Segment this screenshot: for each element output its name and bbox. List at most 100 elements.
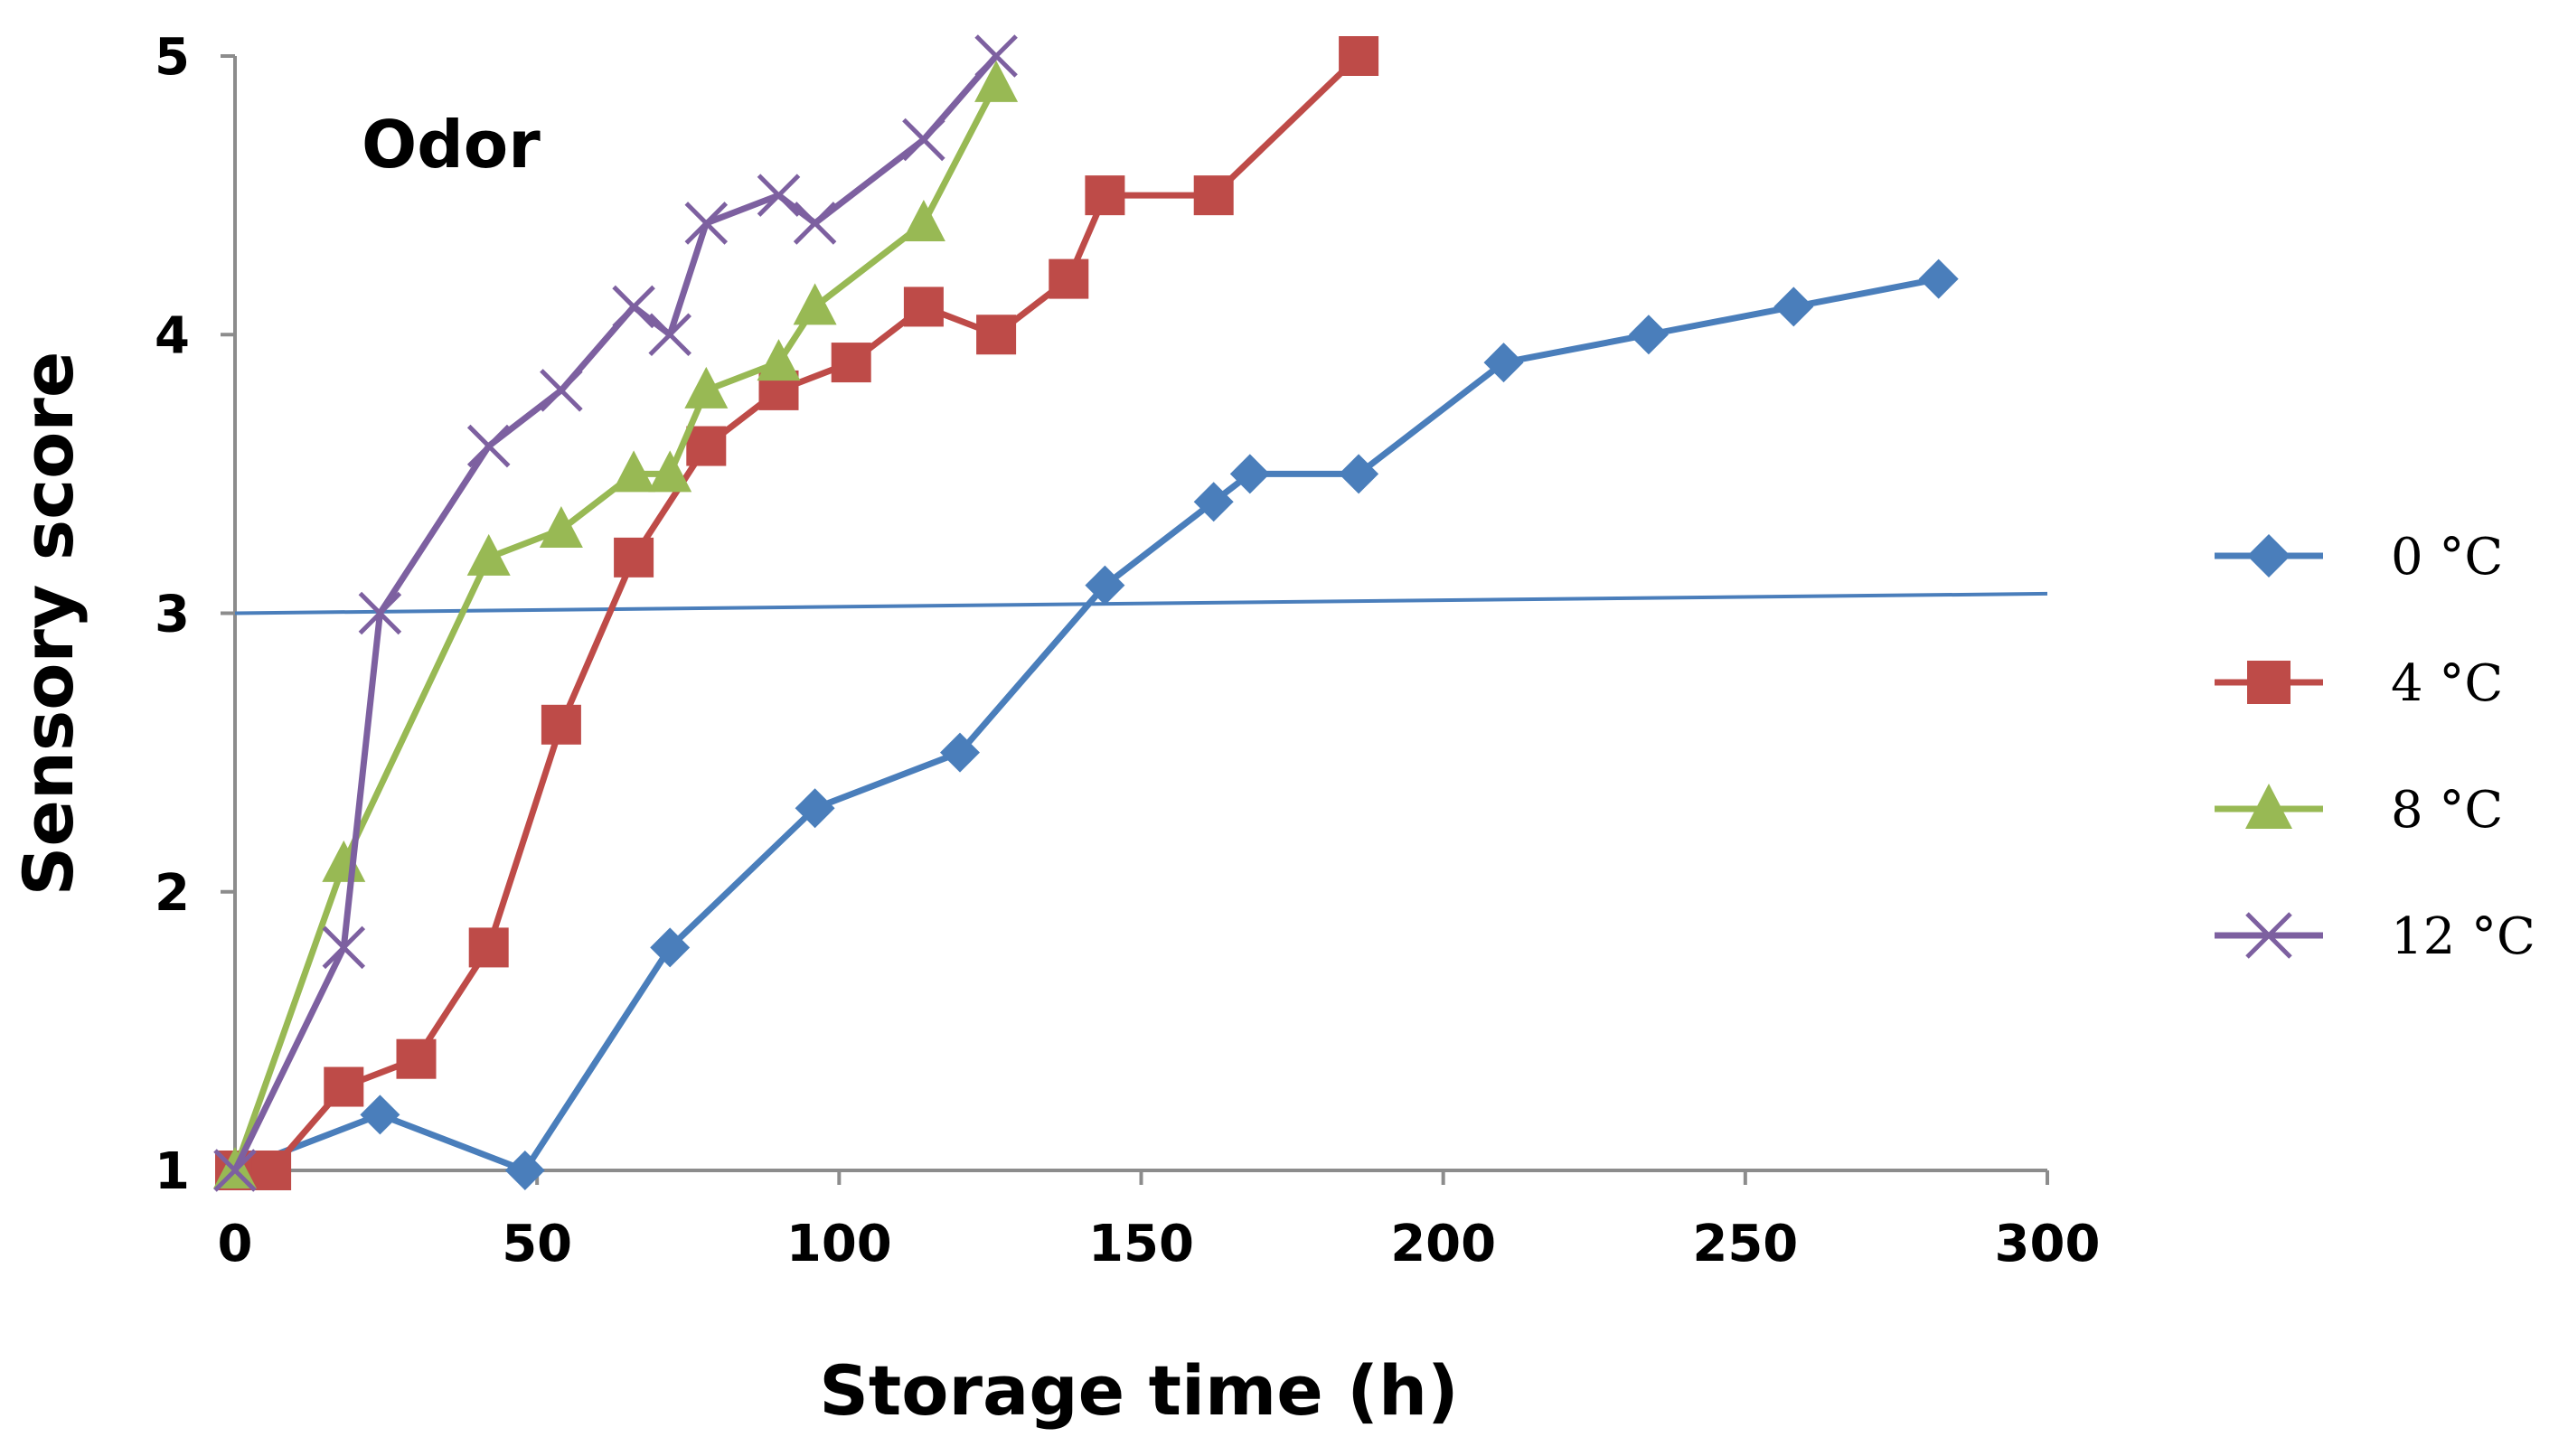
data-point-8c: [322, 840, 366, 882]
x-tick-label: 0: [218, 1215, 253, 1273]
data-point-12c: [322, 925, 366, 970]
data-point-12c: [540, 369, 583, 412]
data-point-4c: [831, 343, 871, 383]
series-line-12c: [231, 53, 999, 1172]
data-point-4c: [903, 287, 944, 327]
data-point-8c: [901, 199, 945, 241]
data-point-8c: [793, 283, 837, 325]
data-point-8c: [684, 366, 729, 409]
marker-stroke: [684, 202, 729, 245]
series-4c: [215, 36, 1379, 1190]
series-12c: [213, 34, 1018, 1192]
data-point-8c: [757, 339, 801, 381]
legend: 0 °C 4 °C 8 °C 12 °C: [2215, 528, 2535, 966]
data-point-12c: [612, 285, 655, 329]
y-tick-label: 2: [155, 864, 190, 923]
marker-stroke: [793, 202, 837, 245]
y-tick-label: 5: [155, 28, 190, 87]
data-point-12c: [902, 117, 945, 162]
marker-stroke: [322, 925, 366, 970]
series-group: [213, 34, 1959, 1192]
series-line-8c: [231, 82, 1000, 1172]
y-axis-title: Sensory score: [8, 352, 89, 897]
axes: [221, 54, 2049, 1185]
data-point-0c: [940, 732, 980, 773]
data-point-12c: [648, 313, 691, 357]
data-point-0c: [1085, 565, 1125, 606]
threshold-line-mark: [234, 591, 2048, 615]
data-point-0c: [1229, 454, 1270, 494]
legend-label: 4 °C: [2391, 654, 2503, 713]
legend-marker: [2247, 661, 2291, 704]
data-point-4c: [396, 1038, 437, 1079]
data-point-4c: [1193, 175, 1234, 216]
data-point-8c: [539, 506, 583, 549]
data-point-0c: [1918, 258, 1959, 299]
legend-label: 8 °C: [2391, 781, 2503, 840]
data-point-12c: [974, 34, 1018, 78]
legend-marker: [2245, 912, 2292, 959]
data-point-0c: [795, 788, 835, 829]
marker-stroke: [902, 117, 945, 162]
x-tick-label: 150: [1088, 1215, 1194, 1273]
series-line-0c: [233, 276, 1940, 1174]
legend-item-0c: 0 °C: [2215, 528, 2503, 587]
data-point-8c: [974, 60, 1019, 102]
x-tick-label: 50: [502, 1215, 572, 1273]
x-tick-label: 200: [1390, 1215, 1496, 1273]
data-point-8c: [466, 533, 511, 576]
y-tick-label: 3: [155, 586, 190, 644]
legend-item-4c: 4 °C: [2215, 654, 2503, 713]
chart-title: Odor: [362, 107, 541, 183]
data-point-12c: [757, 174, 801, 217]
series-8c: [213, 60, 1019, 1188]
data-point-4c: [976, 315, 1017, 355]
series-0c: [215, 258, 1959, 1190]
data-point-0c: [1193, 482, 1234, 522]
data-point-12c: [213, 1149, 257, 1192]
marker-stroke: [2245, 912, 2292, 959]
marker-stroke: [648, 313, 691, 357]
marker-stroke: [612, 285, 655, 329]
data-point-0c: [360, 1094, 400, 1135]
marker-stroke: [358, 591, 402, 635]
data-point-0c: [1628, 315, 1669, 355]
data-point-8c: [612, 450, 656, 493]
data-point-12c: [466, 424, 511, 468]
legend-item-12c: 12 °C: [2215, 907, 2535, 966]
marker-stroke: [466, 424, 511, 468]
legend-label: 12 °C: [2391, 907, 2535, 966]
threshold-line: [234, 591, 2048, 615]
marker-stroke: [974, 34, 1018, 78]
data-point-4c: [1049, 258, 1089, 299]
x-axis-title: Storage time (h): [819, 1350, 1459, 1431]
data-point-4c: [251, 1151, 292, 1190]
data-point-0c: [650, 927, 691, 968]
data-point-4c: [1339, 36, 1379, 76]
series-line-4c: [235, 53, 1361, 1174]
marker-stroke: [540, 369, 583, 412]
marker-stroke: [757, 174, 801, 217]
data-point-4c: [614, 537, 654, 578]
data-point-4c: [1085, 175, 1125, 216]
legend-item-8c: 8 °C: [2215, 781, 2503, 840]
data-point-0c: [1483, 343, 1524, 383]
tick-labels: 0 50 100 150 200 250 300 1 2 3 4 5: [155, 28, 2100, 1273]
legend-marker: [2245, 784, 2292, 829]
marker-stroke: [213, 1149, 257, 1192]
y-tick-label: 4: [155, 306, 190, 365]
x-tick-label: 300: [1995, 1215, 2101, 1273]
data-point-4c: [468, 927, 509, 968]
data-point-12c: [684, 202, 729, 245]
data-point-4c: [686, 426, 727, 466]
data-point-4c: [324, 1066, 364, 1107]
data-point-0c: [1773, 287, 1814, 327]
data-point-4c: [541, 704, 581, 745]
data-point-8c: [648, 450, 692, 493]
data-point-12c: [358, 591, 402, 635]
x-tick-label: 100: [786, 1215, 892, 1273]
legend-marker: [2247, 534, 2291, 578]
y-tick-label: 1: [155, 1142, 190, 1201]
x-tick-label: 250: [1692, 1215, 1798, 1273]
